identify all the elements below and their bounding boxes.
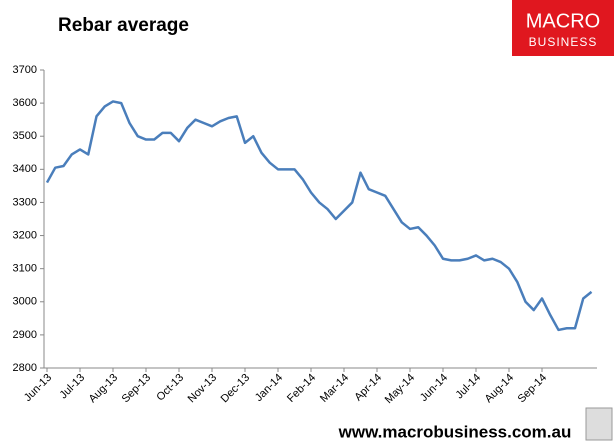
y-tick-label: 2800 [13,362,37,374]
x-tick-label: Jan-14 [253,372,285,404]
y-tick-label: 3100 [13,263,37,275]
x-tick-label: Sep-14 [516,372,550,406]
x-tick-label: Dec-13 [219,372,253,406]
chart-title: Rebar average [58,15,189,36]
x-tick-label: Jul-13 [57,372,87,402]
x-tick-label: Feb-14 [285,372,318,405]
data-line [45,100,593,332]
y-tick-label: 3200 [13,229,37,241]
x-tick-label: Jun-13 [22,372,54,404]
x-tick-label: Nov-13 [186,372,220,406]
x-tick-label: Oct-13 [154,372,186,404]
x-tick-label: Mar-14 [318,372,351,405]
logo-icon [585,407,613,441]
x-tick-label: May-14 [383,372,417,406]
footer: www.macrobusiness.com.au [338,422,572,441]
y-tick-label: 2900 [13,329,37,341]
y-tick-label: 3400 [13,163,37,175]
y-tick-label: 3700 [13,64,37,76]
logo-text: MACRO [526,10,600,32]
x-tick-label: Jul-14 [453,372,483,402]
x-tick-label: Apr-14 [352,372,384,404]
x-tick-label: Jun-14 [418,372,450,404]
y-tick-label: 3600 [13,97,37,109]
y-tick-label: 3000 [13,296,37,308]
y-tick-label: 3300 [13,196,37,208]
x-tick-label: Aug-13 [87,372,121,406]
logo-box [512,0,614,56]
logo-text: BUSINESS [529,35,598,49]
x-tick-label: Sep-13 [120,372,154,406]
y-tick-label: 3500 [13,130,37,142]
x-tick-label: Aug-14 [483,372,517,406]
